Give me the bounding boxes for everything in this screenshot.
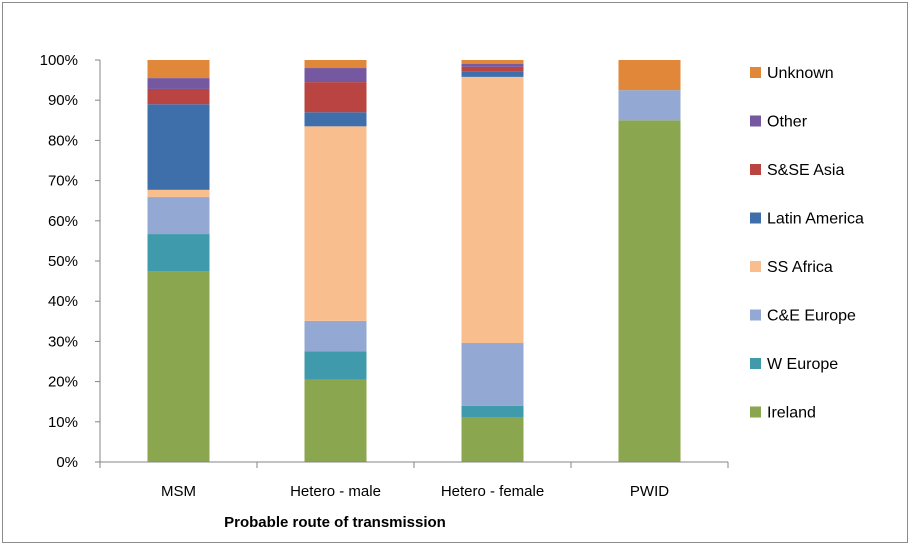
bar-segment (304, 320, 367, 352)
bar-segment (304, 68, 367, 83)
bar-segment (618, 60, 681, 91)
x-category-label: MSM (161, 483, 196, 500)
legend-label: C&E Europe (767, 308, 856, 325)
bar-segment (147, 88, 210, 105)
legend-swatch (750, 358, 761, 369)
bar-segment (461, 71, 524, 77)
y-tick-label: 90% (48, 92, 78, 109)
bar-segment (147, 234, 210, 272)
bar-segment (461, 66, 524, 72)
bar-segment (304, 379, 367, 462)
legend-swatch (750, 164, 761, 175)
bar-segment (461, 60, 524, 65)
legend: Unknown Other S&SE Asia Latin America SS Afr… (750, 65, 864, 422)
y-tick-label: 0% (56, 454, 78, 471)
x-category-label: Hetero - male (290, 483, 381, 500)
bar-segment (461, 416, 524, 462)
y-tick-label: 50% (48, 253, 78, 270)
bar-segment (147, 60, 210, 79)
legend-swatch (750, 406, 761, 418)
y-tick-label: 60% (48, 213, 78, 230)
y-tick-label: 70% (48, 173, 78, 190)
bar-segment (304, 112, 367, 127)
x-category-label: PWID (630, 483, 669, 500)
y-tick-label: 20% (48, 374, 78, 391)
legend-label: S&SE Asia (767, 162, 844, 179)
legend-label: Unknown (767, 65, 834, 82)
axes-group: 0% 10% 20% 30% 40% 50% 60% 70% 80% 90% 100% MSM Hete… (40, 52, 729, 500)
legend-label: SS Africa (767, 259, 833, 276)
bar-segment (461, 76, 524, 344)
bar-segment (147, 197, 210, 235)
bar-segment (147, 189, 210, 198)
legend-swatch (750, 261, 761, 272)
legend-swatch (750, 115, 761, 127)
bar-segment (304, 60, 367, 69)
bar-segment (304, 82, 367, 113)
legend-label: Latin America (767, 211, 864, 228)
legend-label: Ireland (767, 405, 816, 422)
bar-segment (461, 343, 524, 406)
y-tick-label: 30% (48, 333, 78, 350)
bar-segment (304, 351, 367, 380)
bar-segment (304, 126, 367, 321)
legend-label: Other (767, 114, 808, 131)
legend-swatch (750, 212, 761, 224)
legend-swatch (750, 67, 761, 78)
bar-segment (618, 120, 681, 463)
bar-segment (147, 104, 210, 190)
bars-group (147, 60, 681, 463)
x-category-label: Hetero - female (441, 483, 544, 500)
y-tick-label: 10% (48, 414, 78, 431)
bar-segment (461, 64, 524, 67)
bar-segment (147, 271, 210, 462)
x-axis-title: Probable route of transmission (224, 514, 446, 531)
legend-label: W Europe (767, 356, 838, 373)
y-tick-label: 80% (48, 132, 78, 149)
bar-segment (147, 78, 210, 89)
y-tick-label: 100% (40, 52, 78, 69)
bar-segment (461, 405, 524, 417)
bar-segment (618, 90, 681, 121)
legend-swatch (750, 309, 761, 321)
y-tick-label: 40% (48, 293, 78, 310)
